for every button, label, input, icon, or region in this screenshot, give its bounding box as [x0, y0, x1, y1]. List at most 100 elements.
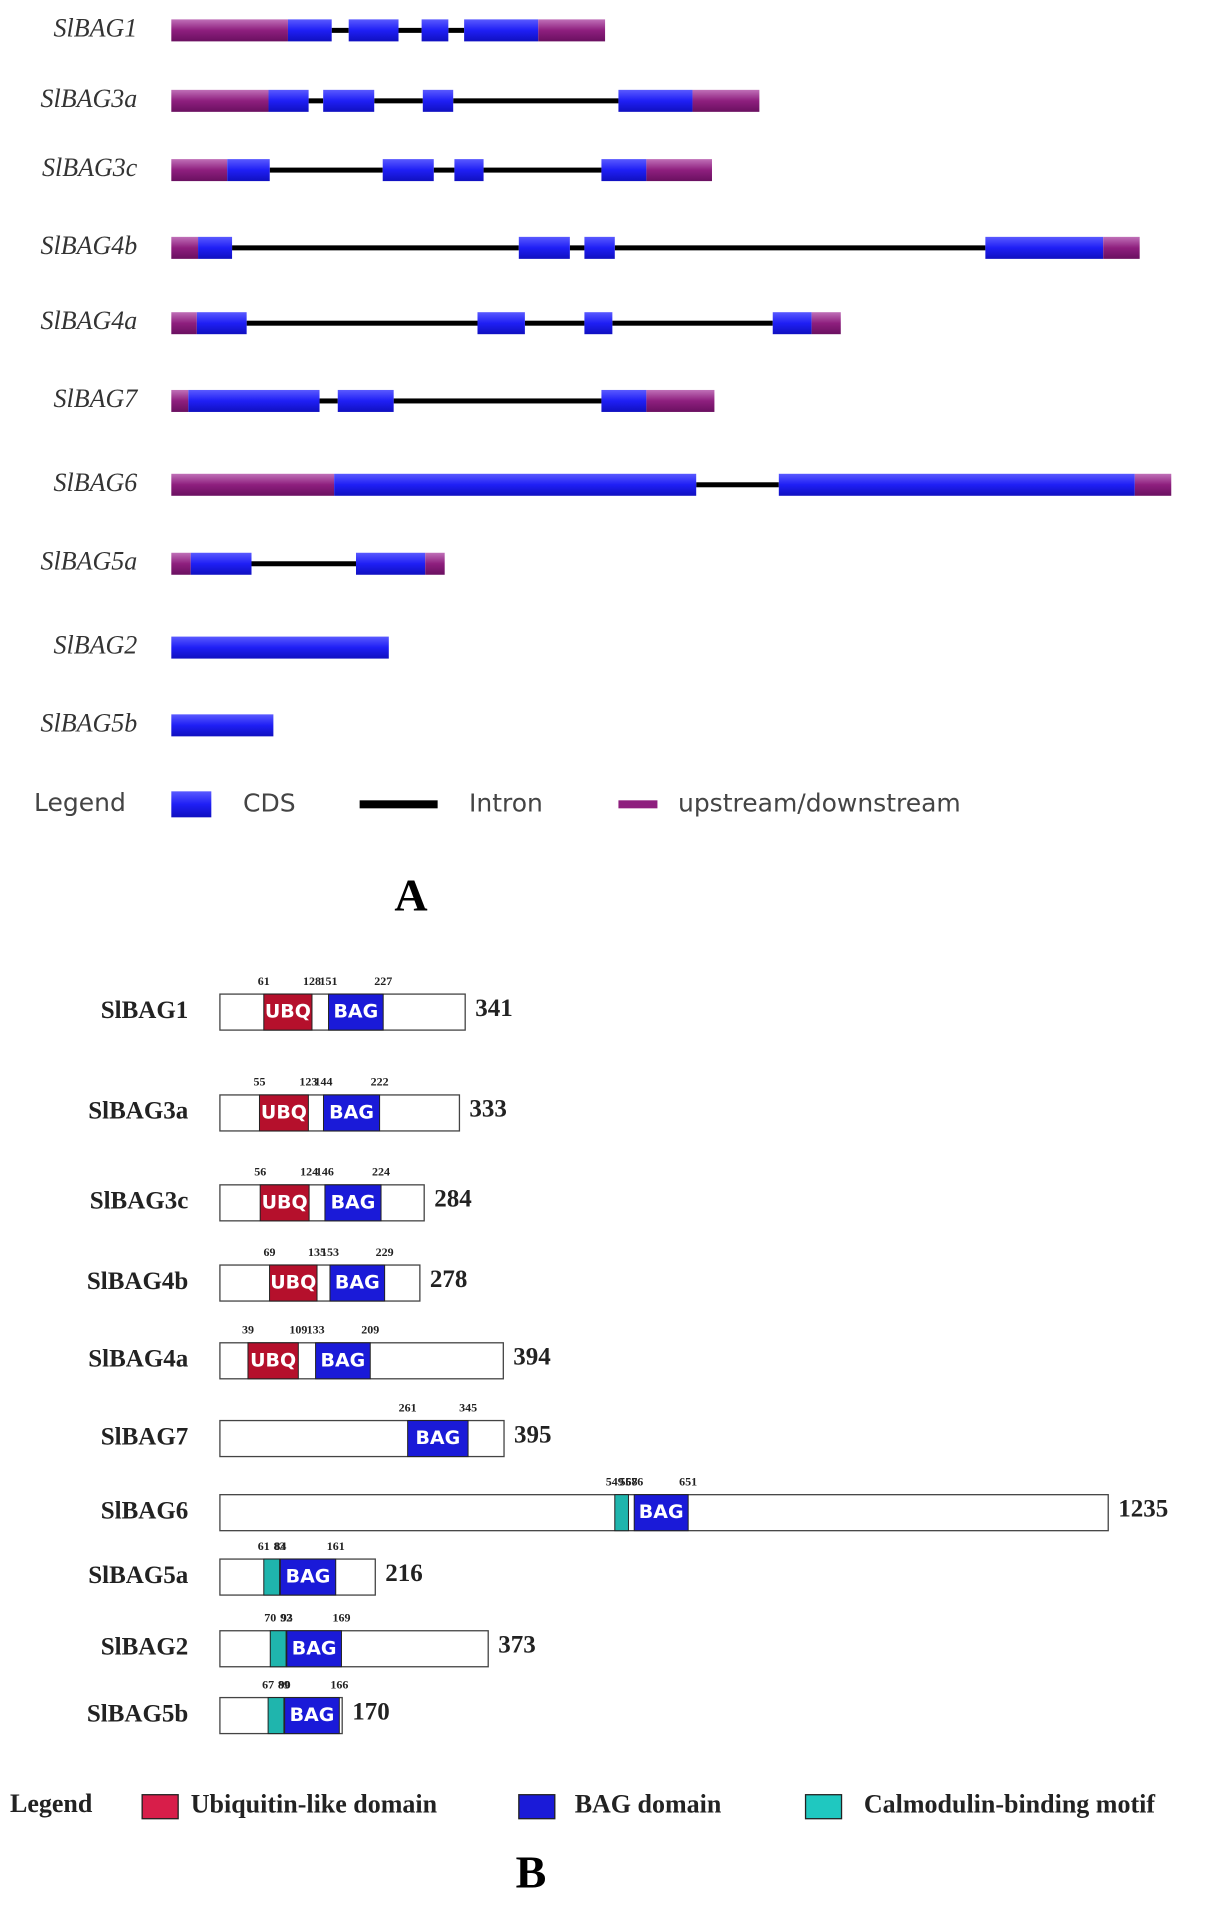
cds-exon [337, 389, 394, 412]
domain-label: UBQ [262, 1191, 308, 1213]
legend-title: Legend [34, 788, 126, 817]
domain [259, 1184, 310, 1222]
cds-exon [287, 19, 332, 42]
domain-start: 576 [625, 1474, 643, 1488]
intron [569, 245, 585, 251]
domain-label: BAG [333, 1001, 378, 1023]
domain-start: 69 [264, 1245, 276, 1259]
domain-end: 166 [330, 1677, 348, 1691]
intron [251, 561, 356, 567]
domain [329, 1264, 386, 1302]
cds-exon [985, 236, 1104, 259]
legend-label: BAG domain [575, 1790, 722, 1819]
utr [171, 312, 197, 335]
cds-exon [601, 159, 647, 182]
legend-title: Legend [10, 1789, 93, 1818]
gene-name: SlBAG5b [41, 708, 138, 737]
intron [393, 398, 602, 404]
cds-exon [422, 89, 454, 112]
domain-start: 146 [316, 1165, 334, 1179]
intron [448, 27, 465, 33]
legend-swatch [804, 1794, 843, 1820]
domain-end: 209 [361, 1323, 379, 1337]
protein-name: SlBAG4a [88, 1346, 189, 1373]
protein-length: 216 [385, 1560, 423, 1587]
utr [171, 89, 269, 112]
gene-name: SlBAG3a [41, 84, 138, 113]
utr [646, 389, 715, 412]
domain-start: 549 [606, 1474, 624, 1488]
domain-label: BAG [321, 1349, 366, 1371]
intron [331, 27, 349, 33]
cds-exon [334, 473, 697, 496]
intron [696, 482, 779, 488]
utr [171, 19, 288, 42]
domain-end: 651 [679, 1474, 697, 1488]
cds-exon [198, 236, 233, 259]
intron [374, 98, 423, 104]
legend-swatch [618, 800, 658, 809]
panel-label: A [394, 870, 427, 921]
cds-exon [348, 19, 399, 42]
domain [258, 1094, 309, 1132]
intron [232, 245, 519, 251]
intron [612, 320, 773, 326]
domain-start: 90 [279, 1677, 291, 1691]
domain [267, 1697, 285, 1735]
domain-start: 61 [258, 974, 270, 988]
panel-label: B [516, 1847, 547, 1898]
domain-label: BAG [292, 1637, 337, 1659]
protein-length: 170 [352, 1698, 390, 1725]
domain-label: BAG [415, 1427, 460, 1449]
gene-name: SlBAG4b [41, 231, 138, 260]
protein-length: 394 [513, 1344, 551, 1371]
utr [692, 89, 760, 112]
domain-end: 227 [374, 974, 392, 988]
domain-end: 345 [459, 1400, 477, 1414]
utr [171, 236, 199, 259]
legend-label: CDS [243, 788, 296, 817]
legend-label: Intron [469, 788, 543, 817]
protein-name: SlBAG5b [87, 1700, 188, 1727]
domain-end: 83 [274, 1539, 286, 1553]
utr [811, 312, 841, 335]
domain-start: 55 [253, 1075, 265, 1089]
protein-length: 333 [469, 1096, 507, 1123]
domain-start: 93 [281, 1611, 293, 1625]
domain-label: BAG [331, 1191, 376, 1213]
domain [324, 1184, 382, 1222]
gene-name: SlBAG3c [42, 153, 138, 182]
utr [1103, 236, 1140, 259]
domain [263, 993, 313, 1031]
domain [322, 1094, 381, 1132]
domain-end: 224 [372, 1165, 390, 1179]
domain-start: 153 [321, 1245, 339, 1259]
domain-label: BAG [286, 1566, 331, 1588]
utr [171, 389, 189, 412]
intron [246, 320, 478, 326]
cds-exon [227, 159, 270, 182]
protein-name: SlBAG4b [87, 1268, 188, 1295]
cds-exon [618, 89, 693, 112]
domain-label: UBQ [265, 1001, 311, 1023]
intron [308, 98, 324, 104]
protein-box [219, 1630, 489, 1668]
domain-end: 568 [619, 1474, 637, 1488]
protein-length: 278 [430, 1266, 468, 1293]
domain-end: 92 [280, 1611, 292, 1625]
gene-name: SlBAG2 [54, 631, 138, 660]
legend-label: Ubiquitin-like domain [191, 1790, 438, 1819]
cds-exon [171, 636, 389, 659]
domain-start: 39 [242, 1323, 254, 1337]
cds-exon [188, 389, 320, 412]
legend-swatch [171, 791, 212, 818]
domain-start: 144 [314, 1075, 332, 1089]
protein-name: SlBAG1 [101, 997, 189, 1024]
utr [171, 552, 191, 575]
cds-exon [355, 552, 426, 575]
cds-exon [323, 89, 375, 112]
domain [269, 1630, 287, 1668]
cds-exon [171, 714, 274, 737]
gene-name: SlBAG4a [41, 306, 138, 335]
